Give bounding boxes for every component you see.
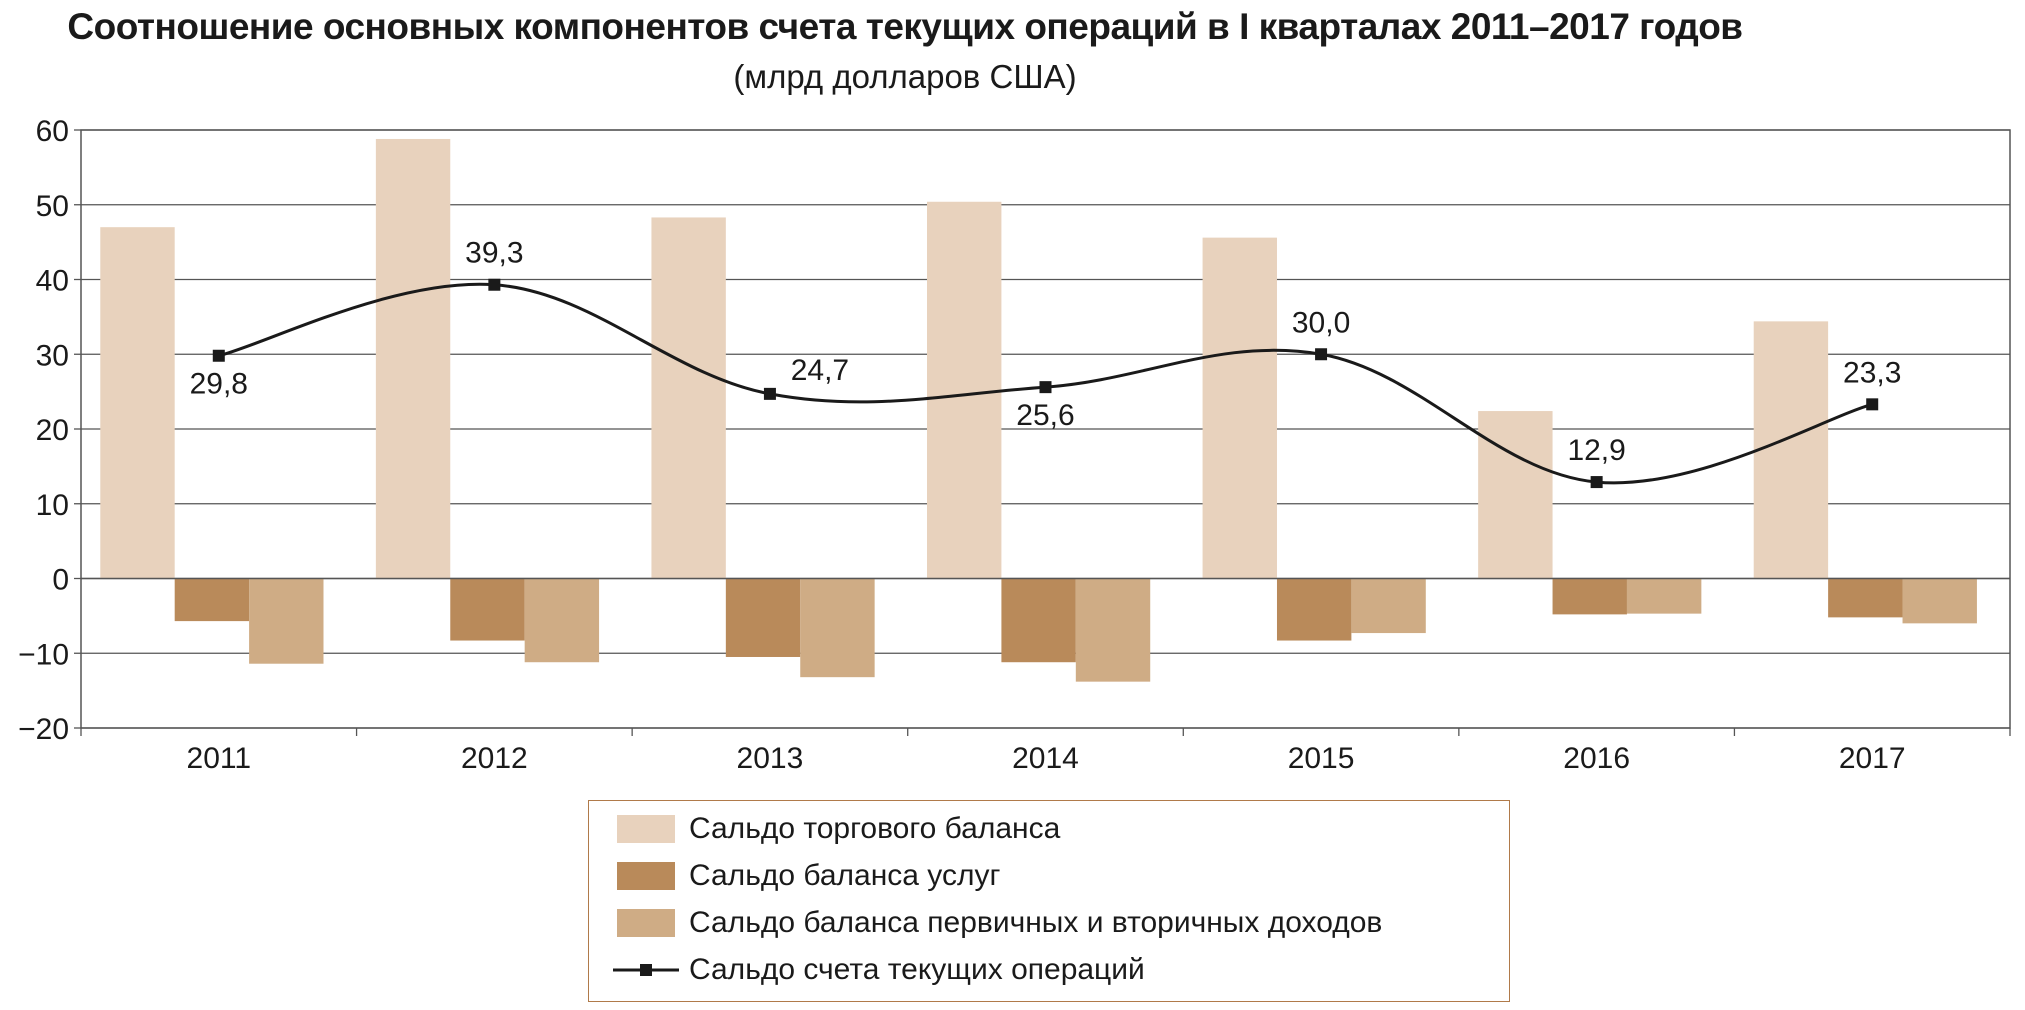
marker-current-account-2016 bbox=[1590, 476, 1603, 489]
bar-income-2011 bbox=[249, 578, 324, 664]
legend-swatch-services-balance bbox=[617, 862, 675, 890]
legend-label-services-balance: Сальдо баланса услуг bbox=[689, 859, 1001, 892]
data-label-current-account-2011: 29,8 bbox=[190, 368, 248, 401]
marker-current-account-2012 bbox=[488, 278, 501, 291]
bar-income-2012 bbox=[524, 578, 600, 663]
data-label-current-account-2016: 12,9 bbox=[1567, 434, 1625, 467]
legend-label-current-account: Сальдо счета текущих операций bbox=[689, 953, 1145, 986]
bar-services-2016 bbox=[1552, 578, 1627, 615]
y-tick-label: 40 bbox=[36, 265, 69, 298]
x-tick-label: 2015 bbox=[1288, 742, 1355, 775]
current-account-chart: 60 50 40 30 20 10 0 −10 −20 2011 2012 2013 2014 2015 2… bbox=[18, 115, 2011, 775]
x-tick-label: 2017 bbox=[1839, 742, 1906, 775]
data-label-current-account-2013: 24,7 bbox=[791, 354, 849, 387]
y-tick-label: −20 bbox=[18, 713, 69, 746]
y-tick-label: 50 bbox=[36, 190, 69, 223]
marker-current-account-2011 bbox=[212, 349, 225, 362]
marker-current-account-2017 bbox=[1866, 398, 1879, 411]
bar-trade-2017 bbox=[1753, 321, 1829, 579]
bar-income-2016 bbox=[1626, 578, 1702, 614]
x-tick-label: 2012 bbox=[461, 742, 528, 775]
legend-swatch-trade-balance bbox=[617, 815, 675, 843]
bar-services-2012 bbox=[450, 578, 525, 641]
legend-item-services-balance: Сальдо баланса услуг bbox=[589, 856, 1509, 896]
data-label-current-account-2012: 39,3 bbox=[465, 237, 523, 270]
x-tick-label: 2014 bbox=[1012, 742, 1079, 775]
bar-services-2017 bbox=[1828, 578, 1903, 618]
y-tick-label: 60 bbox=[36, 115, 69, 148]
y-tick-label: 0 bbox=[52, 564, 69, 597]
bar-trade-2016 bbox=[1478, 411, 1553, 579]
bar-services-2014 bbox=[1001, 578, 1076, 663]
y-tick-label: 10 bbox=[36, 489, 69, 522]
marker-current-account-2015 bbox=[1315, 348, 1328, 361]
bar-income-2014 bbox=[1075, 578, 1151, 682]
bar-trade-2011 bbox=[100, 227, 175, 579]
legend-line-current-account bbox=[613, 964, 679, 976]
y-tick-label: 30 bbox=[36, 339, 69, 372]
data-label-current-account-2015: 30,0 bbox=[1292, 306, 1350, 339]
bar-trade-2013 bbox=[651, 217, 726, 579]
y-tick-label: −10 bbox=[18, 638, 69, 671]
chart-title: Соотношение основных компонентов счета т… bbox=[67, 6, 1743, 47]
marker-current-account-2014 bbox=[1039, 381, 1052, 394]
bar-services-2013 bbox=[725, 578, 801, 657]
bar-income-2017 bbox=[1902, 578, 1977, 624]
data-label-current-account-2017: 23,3 bbox=[1843, 356, 1901, 389]
bar-services-2011 bbox=[174, 578, 250, 622]
data-label-current-account-2014: 25,6 bbox=[1016, 399, 1074, 432]
legend-item-trade-balance: Сальдо торгового баланса bbox=[589, 809, 1509, 849]
y-tick-label: 20 bbox=[36, 414, 69, 447]
bar-income-2015 bbox=[1351, 578, 1426, 634]
chart-subtitle: (млрд долларов США) bbox=[733, 58, 1077, 95]
legend-item-current-account: Сальдо счета текущих операций bbox=[589, 950, 1509, 990]
marker-current-account-2013 bbox=[763, 387, 776, 400]
bar-trade-2015 bbox=[1202, 237, 1277, 579]
chart-legend: Сальдо торгового баланса Сальдо баланса … bbox=[588, 800, 1510, 1002]
x-tick-label: 2011 bbox=[187, 742, 252, 775]
bar-services-2015 bbox=[1276, 578, 1352, 641]
legend-line-marker bbox=[640, 964, 652, 976]
legend-label-income-balance: Сальдо баланса первичных и вторичных дох… bbox=[689, 906, 1383, 939]
legend-label-trade-balance: Сальдо торгового баланса bbox=[689, 812, 1061, 845]
x-tick-label: 2016 bbox=[1563, 742, 1630, 775]
legend-item-income-balance: Сальдо баланса первичных и вторичных дох… bbox=[589, 903, 1509, 943]
x-tick-label: 2013 bbox=[737, 742, 804, 775]
bar-trade-2012 bbox=[375, 138, 451, 579]
bar-trade-2014 bbox=[927, 201, 1002, 579]
legend-swatch-income-balance bbox=[617, 909, 675, 937]
bar-income-2013 bbox=[800, 578, 875, 678]
